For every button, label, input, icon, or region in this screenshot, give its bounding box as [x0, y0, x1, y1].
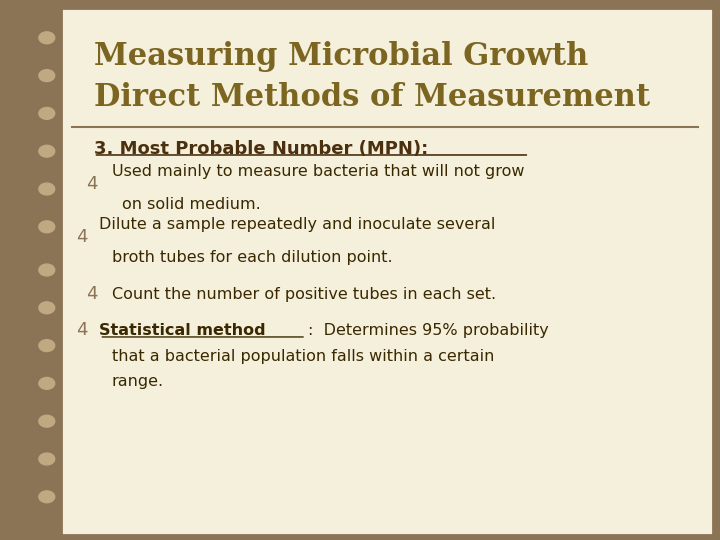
Text: 4: 4: [86, 174, 98, 193]
Circle shape: [39, 107, 55, 119]
Circle shape: [34, 217, 60, 237]
Circle shape: [34, 298, 60, 318]
Circle shape: [39, 377, 55, 389]
Text: Measuring Microbial Growth: Measuring Microbial Growth: [94, 41, 588, 72]
Circle shape: [39, 145, 55, 157]
Circle shape: [39, 221, 55, 233]
Text: Statistical method: Statistical method: [99, 323, 266, 338]
Circle shape: [39, 453, 55, 465]
Circle shape: [34, 141, 60, 161]
Text: 3. Most Probable Number (MPN):: 3. Most Probable Number (MPN):: [94, 139, 428, 158]
Circle shape: [34, 487, 60, 507]
Text: 4: 4: [76, 227, 87, 246]
Circle shape: [39, 32, 55, 44]
Circle shape: [39, 264, 55, 276]
Circle shape: [39, 491, 55, 503]
Text: broth tubes for each dilution point.: broth tubes for each dilution point.: [112, 249, 392, 265]
Text: Count the number of positive tubes in each set.: Count the number of positive tubes in ea…: [112, 287, 496, 302]
FancyBboxPatch shape: [61, 8, 713, 535]
Circle shape: [34, 374, 60, 393]
Circle shape: [34, 104, 60, 123]
Text: on solid medium.: on solid medium.: [122, 197, 261, 212]
Circle shape: [34, 66, 60, 85]
Circle shape: [34, 260, 60, 280]
Text: :  Determines 95% probability: : Determines 95% probability: [308, 323, 549, 338]
Text: range.: range.: [112, 374, 163, 389]
Circle shape: [34, 28, 60, 48]
Circle shape: [39, 183, 55, 195]
Circle shape: [39, 70, 55, 82]
Circle shape: [39, 302, 55, 314]
Text: Direct Methods of Measurement: Direct Methods of Measurement: [94, 82, 649, 113]
Circle shape: [39, 340, 55, 352]
Text: 4: 4: [86, 285, 98, 303]
Circle shape: [34, 179, 60, 199]
Text: 4: 4: [76, 321, 87, 340]
Circle shape: [34, 449, 60, 469]
Text: Dilute a sample repeatedly and inoculate several: Dilute a sample repeatedly and inoculate…: [99, 217, 496, 232]
Text: that a bacterial population falls within a certain: that a bacterial population falls within…: [112, 349, 494, 364]
Circle shape: [34, 411, 60, 431]
Circle shape: [39, 415, 55, 427]
Circle shape: [34, 336, 60, 355]
Text: Used mainly to measure bacteria that will not grow: Used mainly to measure bacteria that wil…: [112, 164, 524, 179]
